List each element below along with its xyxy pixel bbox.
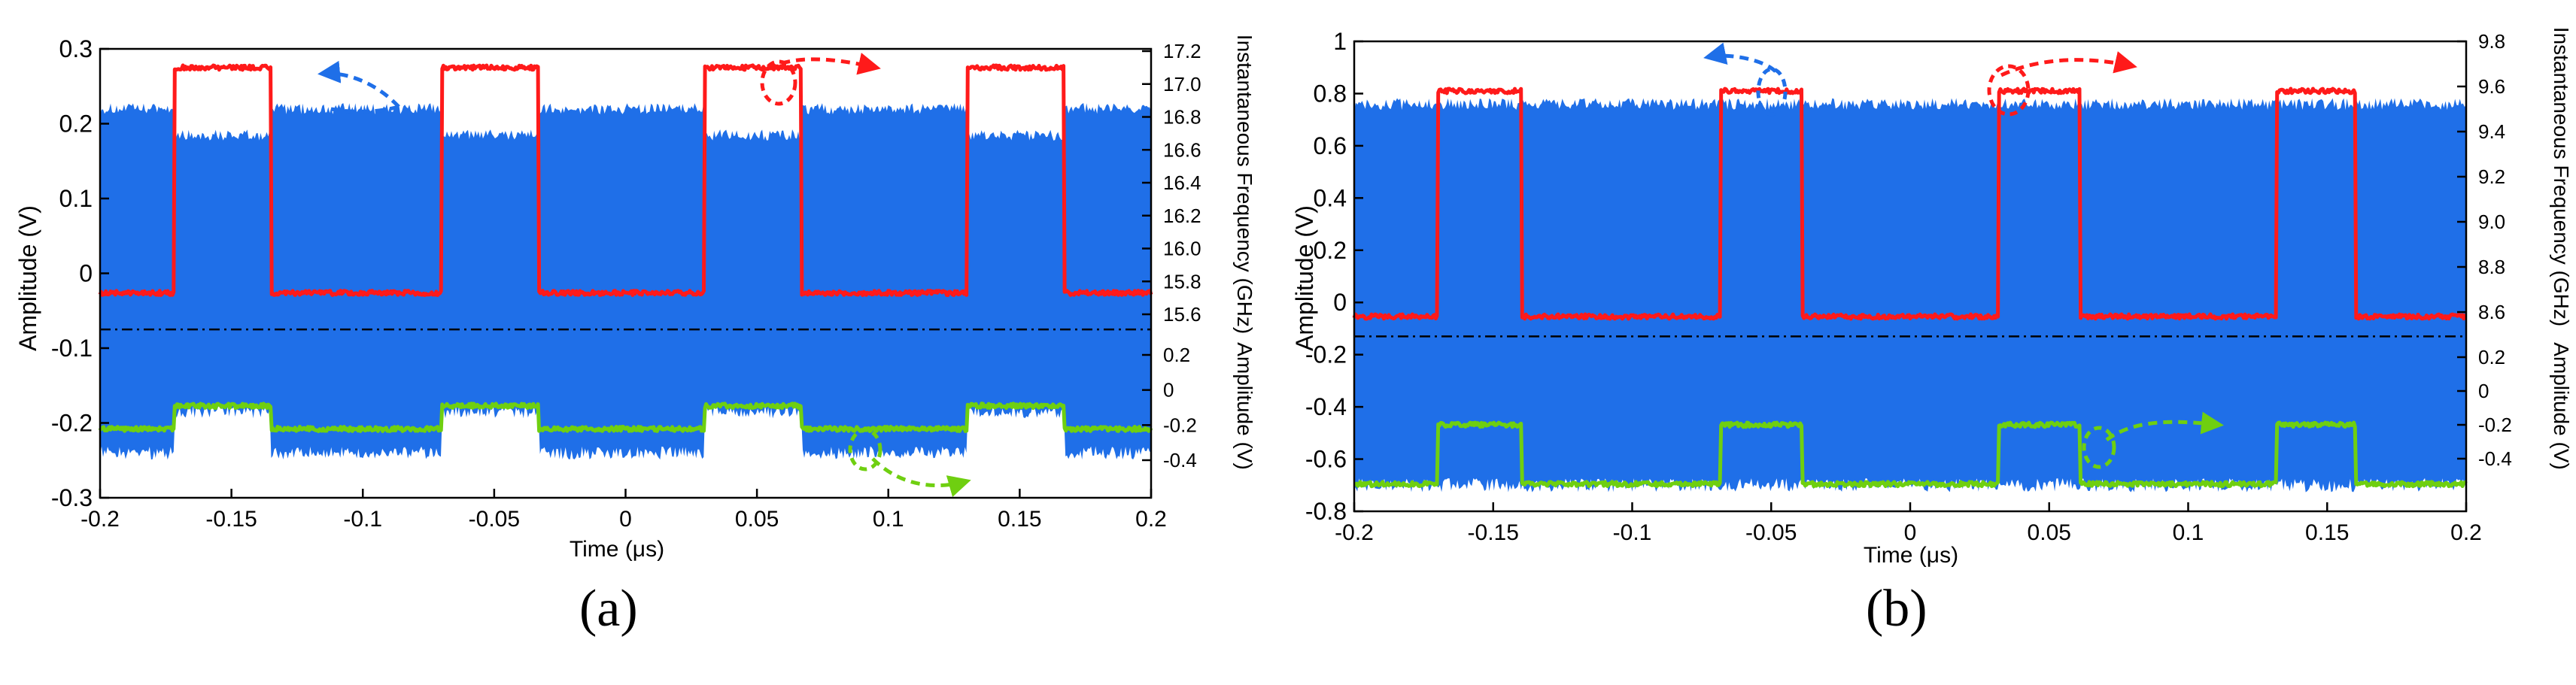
y-tick-label-right-frequency: 8.6: [2478, 301, 2505, 323]
y-axis-label-right-bottom: Amplitude (V): [1233, 342, 1256, 470]
y-tick-label-left: 0.2: [59, 111, 93, 138]
y-tick-label-right-frequency: 9.6: [2478, 75, 2505, 98]
y-tick-label-right-amplitude: -0.2: [2478, 414, 2512, 436]
y-tick-label-right-frequency: 15.6: [1163, 303, 1201, 326]
x-tick-label: -0.2: [80, 507, 120, 532]
amplitude-layer: [1353, 420, 2468, 489]
x-axis-label: Time (μs): [1864, 543, 1958, 568]
annotation-arrow-envelope: [1703, 42, 1777, 73]
x-tick-label: -0.05: [1745, 520, 1797, 545]
x-tick-label: 0.05: [735, 507, 779, 532]
x-tick-label: -0.05: [469, 507, 520, 532]
frequency-layer: [98, 63, 1153, 297]
x-tick-label: -0.1: [1613, 520, 1652, 545]
y-tick-label-left: 0: [79, 260, 93, 287]
annotation-ellipse-frequency: [1987, 64, 2031, 117]
y-tick-label-right-frequency: 16.6: [1163, 138, 1201, 161]
annotation-layer: [317, 53, 971, 498]
y-tick-label-right-amplitude: 0.2: [1163, 344, 1190, 366]
x-tick-label: 0: [619, 507, 632, 532]
y-tick-label-right-frequency: 8.8: [2478, 256, 2505, 278]
x-axis-label: Time (μs): [570, 537, 664, 562]
envelope-layer: [1354, 98, 2466, 493]
subplot-a: -0.2 -0.15 -0.1 -0.05 0 0.05 0.1 0.15 0.2 0.3 0.2 0…: [14, 35, 1256, 562]
y-axis-label-right-top: Instantaneous Frequency (GHz): [1233, 35, 1256, 334]
y-tick-label-left: 0: [1333, 289, 1347, 316]
y-tick-label-right-amplitude: -0.2: [1163, 414, 1197, 436]
y-tick-label-right-frequency: 15.8: [1163, 270, 1201, 292]
subfigure-label-b: (b): [1866, 580, 1927, 638]
y-tick-label-left: 0.8: [1314, 80, 1347, 107]
y-tick-label-left: -0.2: [1305, 341, 1347, 368]
x-tick-label: -0.15: [1468, 520, 1519, 545]
y-tick-label-right-frequency: 9.4: [2478, 120, 2505, 143]
annotation-arrow-amplitude: [871, 457, 971, 498]
y-tick-label-left: 0.1: [59, 185, 93, 212]
annotation-arrow-envelope-hook: [330, 105, 399, 114]
annotation-arrow-envelope: [317, 60, 400, 108]
y-axis-label-right-top: Instantaneous Frequency (GHz): [2550, 27, 2573, 326]
annotation-layer: [1703, 42, 2224, 469]
y-tick-label-left: 0.3: [59, 35, 93, 62]
y-tick-label-right-frequency: 9.2: [2478, 165, 2505, 188]
axes-layer: -0.2 -0.15 -0.1 -0.05 0 0.05 0.1 0.15 0.2 1 0.8 0.6…: [1305, 28, 2512, 545]
y-tick-label-right-amplitude: 0.2: [2478, 346, 2505, 368]
x-tick-label: -0.1: [343, 507, 382, 532]
x-tick-label: 0: [1904, 520, 1917, 545]
y-tick-label-right-frequency: 9.0: [2478, 211, 2505, 233]
envelope-fill: [1354, 98, 2466, 493]
y-tick-label-left: 1: [1333, 28, 1347, 55]
y-tick-label-left: -0.2: [51, 410, 93, 437]
y-tick-label-left: -0.3: [51, 484, 93, 511]
amplitude-trace: [1353, 420, 2468, 489]
frequency-trace: [98, 63, 1153, 297]
y-tick-label-right-frequency: 16.0: [1163, 238, 1201, 260]
x-tick-label: 0.15: [2305, 520, 2349, 545]
x-tick-label: 0.1: [873, 507, 904, 532]
annotation-arrow-frequency: [2000, 51, 2137, 77]
y-tick-label-left: 0.4: [1314, 184, 1347, 211]
annotation-ellipse-frequency: [760, 59, 797, 106]
y-tick-label-right-frequency: 16.8: [1163, 106, 1201, 129]
envelope-fill: [100, 103, 1151, 460]
y-tick-label-left: 0.2: [1314, 237, 1347, 264]
annotation-ellipse-amplitude: [848, 428, 882, 471]
y-tick-label-left: -0.4: [1305, 393, 1347, 420]
subplot-b: -0.2 -0.15 -0.1 -0.05 0 0.05 0.1 0.15 0.2 1 0.8 0.6…: [1291, 27, 2573, 568]
x-tick-label: 0.1: [2173, 520, 2204, 545]
y-tick-label-left: 0.6: [1314, 132, 1347, 159]
x-tick-label: 0.05: [2028, 520, 2071, 545]
amplitude-layer: [98, 402, 1153, 433]
x-tick-label: -0.2: [1335, 520, 1374, 545]
subfigure-label-a: (a): [579, 580, 638, 638]
x-tick-label: 0.15: [998, 507, 1041, 532]
y-tick-label-right-frequency: 16.4: [1163, 171, 1201, 194]
annotation-ellipse-amplitude: [2082, 426, 2116, 469]
x-tick-label: -0.15: [205, 507, 257, 532]
y-axis-label-left: Amplitude (V): [1291, 205, 1318, 351]
amplitude-trace: [98, 402, 1153, 433]
y-tick-label-left: -0.1: [51, 335, 93, 362]
y-tick-label-right-frequency: 17.0: [1163, 73, 1201, 95]
annotation-arrow-frequency: [766, 53, 881, 75]
y-tick-label-right-frequency: 16.2: [1163, 205, 1201, 227]
x-tick-label: 0.2: [1135, 507, 1167, 532]
y-tick-label-right-amplitude: -0.4: [2478, 447, 2512, 470]
y-tick-label-left: -0.6: [1305, 446, 1347, 473]
x-tick-label: 0.2: [2450, 520, 2482, 545]
y-tick-label-right-amplitude: 0: [2478, 380, 2489, 402]
annotation-ellipse-envelope: [1756, 67, 1788, 117]
y-tick-label-right-frequency: 9.8: [2478, 30, 2505, 53]
y-axis-label-right-bottom: Amplitude (V): [2550, 342, 2573, 470]
frequency-trace: [1352, 86, 2467, 321]
frequency-layer: [1352, 86, 2467, 321]
y-tick-label-left: -0.8: [1305, 498, 1347, 525]
envelope-layer: [100, 103, 1151, 460]
y-tick-label-right-amplitude: -0.4: [1163, 449, 1197, 471]
y-axis-label-left: Amplitude (V): [14, 205, 41, 351]
axes-layer: -0.2 -0.15 -0.1 -0.05 0 0.05 0.1 0.15 0.2 0.3 0.2 0…: [51, 35, 1201, 532]
y-tick-label-right-amplitude: 0: [1163, 379, 1174, 402]
y-tick-label-right-frequency: 17.2: [1163, 40, 1201, 62]
